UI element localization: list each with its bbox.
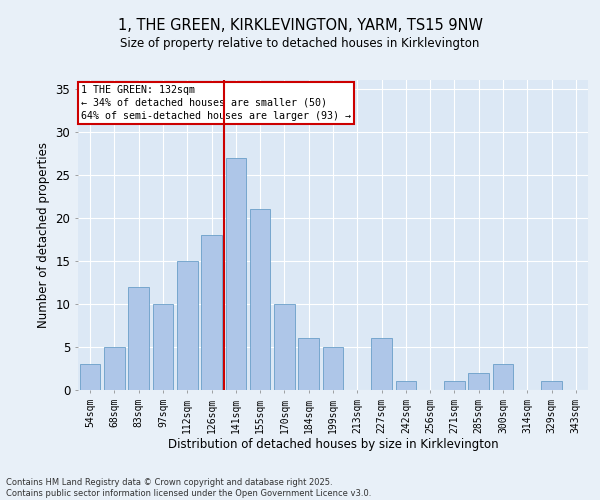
Bar [250,209,271,390]
Text: Contains HM Land Registry data © Crown copyright and database right 2025.
Contai: Contains HM Land Registry data © Crown c… [6,478,371,498]
Bar [201,235,222,390]
Bar [104,347,125,390]
X-axis label: Distribution of detached houses by size in Kirklevington: Distribution of detached houses by size … [167,438,499,452]
Text: 1, THE GREEN, KIRKLEVINGTON, YARM, TS15 9NW: 1, THE GREEN, KIRKLEVINGTON, YARM, TS15 … [118,18,482,32]
Bar [80,364,100,390]
Bar [469,373,489,390]
Bar [226,158,246,390]
Y-axis label: Number of detached properties: Number of detached properties [37,142,50,328]
Bar [371,338,392,390]
Bar [298,338,319,390]
Bar [177,261,197,390]
Text: 1 THE GREEN: 132sqm
← 34% of detached houses are smaller (50)
64% of semi-detach: 1 THE GREEN: 132sqm ← 34% of detached ho… [80,84,350,121]
Bar [444,382,465,390]
Bar [323,347,343,390]
Bar [395,382,416,390]
Text: Size of property relative to detached houses in Kirklevington: Size of property relative to detached ho… [121,38,479,51]
Bar [493,364,514,390]
Bar [152,304,173,390]
Bar [274,304,295,390]
Bar [541,382,562,390]
Bar [128,286,149,390]
